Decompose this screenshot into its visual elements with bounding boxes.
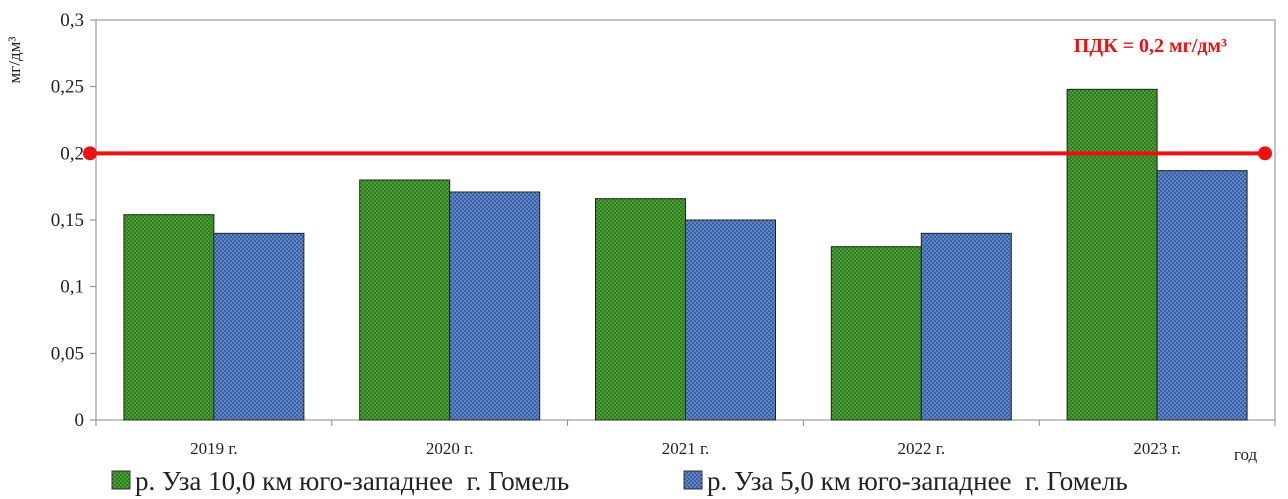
- x-tick-label: 2019 г.: [190, 439, 238, 458]
- reference-line-label: ПДК = 0,2 мг/дм³: [1074, 35, 1227, 57]
- reference-line-marker: [83, 146, 97, 161]
- x-axis-unit: год: [1234, 445, 1258, 464]
- y-tick-label: 0,2: [60, 143, 84, 164]
- bar-series-1-3: [595, 198, 686, 421]
- bar-series-2-5: [1156, 170, 1248, 421]
- y-tick-label: 0,1: [60, 277, 84, 298]
- x-tick-label: 2023 г.: [1133, 439, 1181, 458]
- y-tick-label: 0,25: [51, 77, 84, 98]
- bar-series-2-2: [449, 191, 541, 421]
- x-tick-label: 2021 г.: [662, 439, 710, 458]
- bar-series-1-5: [1066, 88, 1158, 421]
- reference-line-marker: [1258, 146, 1272, 161]
- x-tick-label: 2022 г.: [898, 439, 946, 458]
- bar-series-2-3: [685, 219, 776, 421]
- bar-series-1-4: [830, 246, 922, 421]
- bar-series-1-1: [123, 214, 215, 421]
- x-tick-label: 2020 г.: [426, 439, 474, 458]
- bar-series-2-4: [920, 232, 1012, 421]
- y-tick-label: 0,3: [60, 10, 84, 31]
- bar-series-1-2: [359, 179, 451, 421]
- legend-swatch-series-1: [111, 470, 131, 490]
- legend-label-series-1: р. Уза 10,0 км юго-западнее г. Гомель: [135, 466, 569, 496]
- y-tick-label: 0,05: [51, 343, 84, 364]
- legend-swatch-series-2: [683, 470, 703, 490]
- y-tick-label: 0,15: [51, 210, 84, 231]
- bar-series-2-1: [213, 232, 305, 421]
- y-axis-unit: мг/дм³: [5, 37, 24, 84]
- legend: р. Уза 10,0 км юго-западнее г. Гомель р.…: [111, 466, 1128, 496]
- legend-label-series-2: р. Уза 5,0 км юго-западнее г. Гомель: [707, 466, 1128, 496]
- y-tick-label: 0: [75, 410, 85, 431]
